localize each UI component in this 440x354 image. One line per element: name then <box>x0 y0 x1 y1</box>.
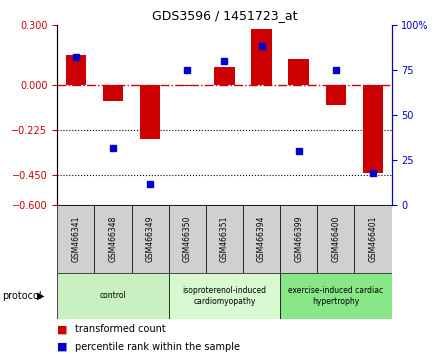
Bar <box>317 205 355 273</box>
Bar <box>206 205 243 273</box>
Bar <box>103 85 123 101</box>
Bar <box>169 205 206 273</box>
Text: GSM466400: GSM466400 <box>331 216 341 262</box>
Bar <box>243 205 280 273</box>
Title: GDS3596 / 1451723_at: GDS3596 / 1451723_at <box>152 9 297 22</box>
Bar <box>280 205 317 273</box>
Text: control: control <box>99 291 126 300</box>
Bar <box>214 67 235 85</box>
Text: ■: ■ <box>57 324 68 334</box>
Bar <box>251 29 272 85</box>
Text: protocol: protocol <box>2 291 42 301</box>
Bar <box>280 273 392 319</box>
Bar <box>363 85 383 173</box>
Text: percentile rank within the sample: percentile rank within the sample <box>75 342 240 352</box>
Bar <box>169 273 280 319</box>
Bar <box>57 273 169 319</box>
Bar <box>326 85 346 105</box>
Text: isoproterenol-induced
cardiomyopathy: isoproterenol-induced cardiomyopathy <box>183 286 266 306</box>
Text: ▶: ▶ <box>37 291 45 301</box>
Text: GSM466349: GSM466349 <box>146 216 154 262</box>
Bar <box>140 85 160 139</box>
Bar <box>66 55 86 85</box>
Text: exercise-induced cardiac
hypertrophy: exercise-induced cardiac hypertrophy <box>288 286 383 306</box>
Bar <box>132 205 169 273</box>
Text: GSM466350: GSM466350 <box>183 216 192 262</box>
Text: GSM466341: GSM466341 <box>71 216 80 262</box>
Text: ■: ■ <box>57 342 68 352</box>
Text: transformed count: transformed count <box>75 324 165 334</box>
Text: GSM466401: GSM466401 <box>369 216 378 262</box>
Text: GSM466399: GSM466399 <box>294 216 303 262</box>
Text: GSM466351: GSM466351 <box>220 216 229 262</box>
Text: GSM466394: GSM466394 <box>257 216 266 262</box>
Text: GSM466348: GSM466348 <box>108 216 117 262</box>
Bar <box>355 205 392 273</box>
Bar <box>289 59 309 85</box>
Bar <box>94 205 132 273</box>
Bar <box>177 85 198 86</box>
Bar <box>57 205 94 273</box>
